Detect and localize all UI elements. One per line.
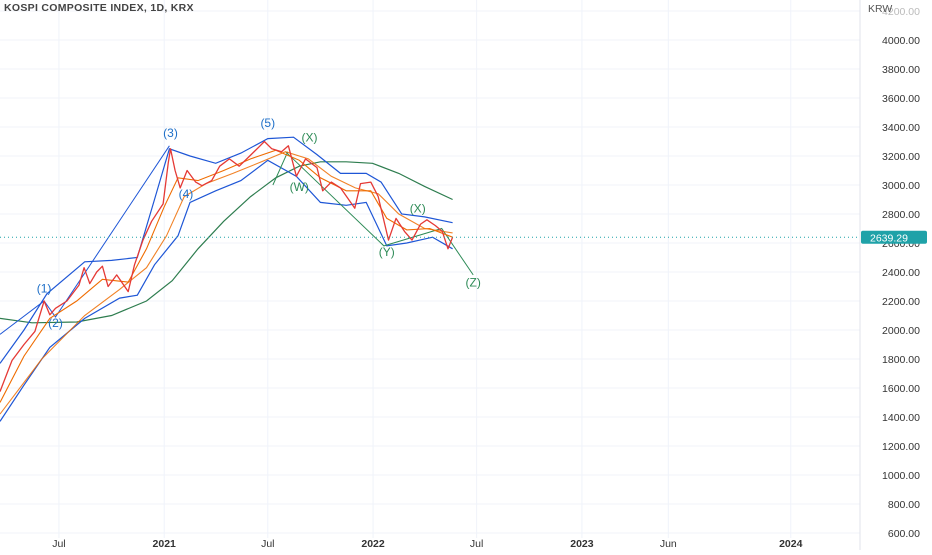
x-tick-label: 2023 [570, 538, 594, 550]
wave-label: (2) [48, 316, 63, 330]
y-tick-label: 1200.00 [882, 441, 920, 453]
wave-line [272, 151, 289, 186]
y-tick-label: 3800.00 [882, 64, 920, 76]
last-price-value: 2639.29 [870, 232, 908, 244]
y-tick-label: 4200.00 [882, 6, 920, 18]
x-tick-label: 2022 [361, 538, 385, 550]
x-tick-label: Jul [52, 538, 65, 550]
chart-title: KOSPI COMPOSITE INDEX, 1D, KRX [4, 2, 194, 14]
wave-label: (4) [179, 187, 194, 201]
currency-label: KRW [868, 3, 892, 15]
y-tick-label: 2000.00 [882, 325, 920, 337]
price-axis[interactable]: 4200.00 4000.00 3800.00 3600.00 3400.00 3200.… [882, 6, 920, 540]
wave-label: (X) [302, 131, 318, 145]
bollinger-bands [0, 136, 453, 422]
y-tick-label: 1600.00 [882, 383, 920, 395]
last-price-badge-bg [861, 230, 927, 244]
y-tick-label: 1800.00 [882, 354, 920, 366]
y-tick-label: 3000.00 [882, 180, 920, 192]
y-tick-label: 600.00 [888, 528, 920, 540]
wave-label: (5) [260, 116, 275, 130]
y-tick-label: 3200.00 [882, 151, 920, 163]
slow-moving-average [0, 161, 453, 324]
elliott-wave-labels: (1) (2) (3) (4) (5) (W) (X) (Y) (X) (Z) [37, 116, 481, 330]
y-tick-label: 1400.00 [882, 412, 920, 424]
price-series [0, 140, 454, 415]
lower-band-line [0, 159, 453, 422]
y-tick-label: 2200.00 [882, 296, 920, 308]
price-line [0, 140, 454, 392]
slow-ma-line [0, 161, 453, 324]
wave-line [0, 145, 170, 335]
last-price-badge: 2639.29 [861, 230, 927, 244]
wave-label: (Y) [379, 245, 395, 259]
upper-band-line [0, 136, 453, 364]
wave-label: (X) [410, 202, 426, 216]
grid [0, 0, 860, 538]
medium-ma-line [0, 151, 453, 415]
y-tick-label: 3400.00 [882, 122, 920, 134]
x-tick-label: Jul [261, 538, 274, 550]
y-tick-label: 2800.00 [882, 209, 920, 221]
wave-label: (Z) [466, 276, 481, 290]
wave-label: (W) [290, 180, 309, 194]
plot-area[interactable] [0, 0, 860, 550]
wave-label: (1) [37, 281, 52, 295]
y-tick-label: 1000.00 [882, 470, 920, 482]
time-axis[interactable]: Jul 2021 Jul 2022 Jul 2023 Jun 2024 [52, 538, 802, 550]
wave-label: (3) [163, 126, 178, 140]
y-tick-label: 4000.00 [882, 35, 920, 47]
y-tick-label: 800.00 [888, 499, 920, 511]
y-tick-label: 3600.00 [882, 93, 920, 105]
y-tick-label: 2400.00 [882, 267, 920, 279]
x-tick-label: Jun [660, 538, 677, 550]
x-tick-label: 2021 [153, 538, 177, 550]
x-tick-label: 2024 [779, 538, 803, 550]
x-tick-label: Jul [470, 538, 483, 550]
